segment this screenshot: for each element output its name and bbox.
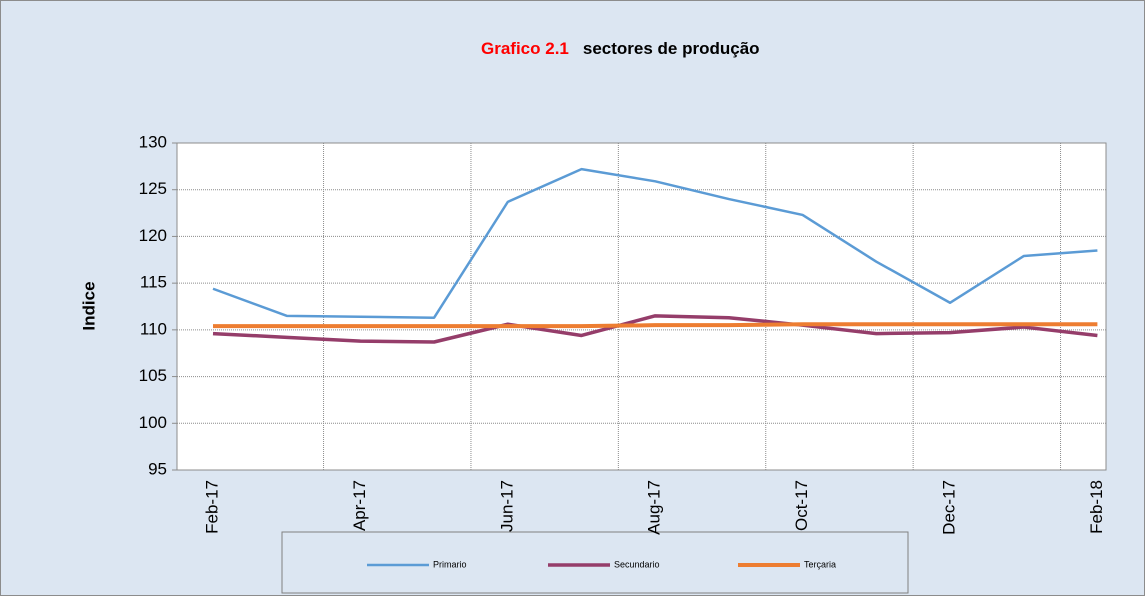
plot-area (176, 142, 1107, 471)
x-tick-label: Feb-18 (1087, 480, 1106, 534)
y-tick-label: 110 (140, 319, 167, 338)
series-line (213, 322, 1098, 329)
series-line (212, 167, 1098, 319)
y-tick-label: 95 (148, 459, 167, 478)
title-number: Grafico 2.1 (481, 39, 569, 58)
legend-label: Primario (433, 559, 467, 569)
chart-title: Grafico 2.1 sectores de produção (481, 39, 760, 58)
legend-box (281, 531, 909, 594)
series-line (212, 314, 1098, 344)
y-tick-label: 105 (139, 366, 167, 385)
y-tick-label: 100 (139, 413, 167, 432)
y-axis-label: Indice (79, 281, 98, 330)
x-tick-label: Oct-17 (792, 480, 811, 531)
title-text: sectores de produção (583, 39, 760, 58)
x-tick-label: Feb-17 (202, 480, 221, 534)
x-tick-label: Aug-17 (645, 480, 664, 535)
legend-label: Secundario (614, 559, 660, 569)
y-tick-label: 130 (139, 132, 167, 151)
x-tick-label: Jun-17 (497, 480, 516, 532)
x-tick-label: Dec-17 (939, 480, 958, 535)
legend-label: Terçaria (804, 559, 836, 569)
x-tick-label: Apr-17 (350, 480, 369, 531)
y-tick-label: 120 (139, 226, 167, 245)
y-tick-label: 125 (139, 179, 167, 198)
y-tick-label: 115 (140, 273, 167, 292)
